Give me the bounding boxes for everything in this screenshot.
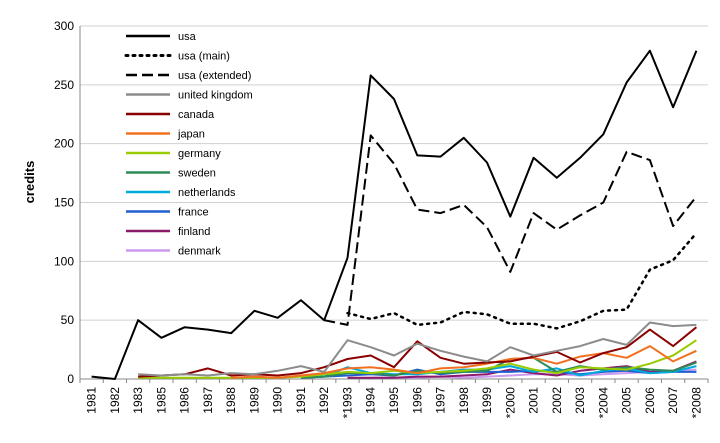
legend-label: denmark	[178, 246, 221, 258]
y-tick-label: 0	[67, 372, 74, 386]
x-tick-labels: 1981 1982 1983 1985 1986 1987 1988 1989 1990 1991…	[85, 387, 704, 419]
x-tick-label: 1991	[294, 387, 308, 414]
gridlines	[80, 25, 708, 321]
legend-label: usa (extended)	[178, 70, 251, 82]
series-line-united-kingdom	[138, 321, 697, 377]
x-tick-label: 2001	[527, 387, 541, 414]
x-tick-label: 2005	[620, 387, 634, 414]
y-tick-label: 200	[54, 137, 74, 151]
x-tick-label: 1990	[271, 387, 285, 414]
y-tick-labels: 0 50 100 150 200 250 300	[54, 19, 74, 386]
y-axis-label: credits	[22, 161, 37, 204]
series-line-japan	[231, 345, 697, 379]
series-lines	[91, 49, 698, 380]
legend: usa usa (main) usa (extended) united kingdo…	[124, 31, 253, 258]
x-tick-label: *2004	[596, 387, 610, 419]
y-tick-label: 100	[54, 254, 74, 268]
x-tick-label: 1983	[131, 387, 145, 414]
legend-label: netherlands	[178, 187, 236, 199]
series-line-france	[300, 368, 697, 379]
x-tick-label: 1994	[364, 387, 378, 414]
y-tick-label: 300	[54, 19, 74, 33]
legend-label: france	[178, 207, 209, 219]
x-tick-label: 1989	[247, 387, 261, 414]
x-tick-label: 1998	[457, 387, 471, 414]
legend-label: sweden	[178, 168, 216, 180]
legend-label: canada	[178, 109, 215, 121]
series-line-usa	[91, 49, 698, 380]
x-tick-label: 1981	[85, 387, 99, 414]
legend-label: usa	[178, 31, 197, 43]
x-tick-label: *2008	[689, 387, 703, 419]
x-tick-label: 2007	[666, 387, 680, 414]
legend-label: usa (main)	[178, 51, 230, 63]
series-line-usa-main-	[346, 231, 698, 330]
y-tick-label: 250	[54, 78, 74, 92]
y-tick-label: 50	[61, 313, 75, 327]
axes	[79, 26, 709, 383]
series-line-usa-extended-	[324, 134, 698, 326]
legend-label: japan	[177, 129, 205, 141]
x-tick-label: 2006	[643, 387, 657, 414]
x-tick-label: 1987	[201, 387, 215, 414]
legend-label: finland	[178, 226, 210, 238]
x-tick-label: 1982	[108, 387, 122, 414]
x-tick-label: 1997	[434, 387, 448, 414]
x-tick-label: 1992	[317, 387, 331, 414]
x-tick-label: *1993	[340, 387, 354, 419]
x-tick-label: 1996	[410, 387, 424, 414]
x-tick-label: 1985	[154, 387, 168, 414]
y-tick-label: 150	[54, 196, 74, 210]
x-tick-label: 1988	[224, 387, 238, 414]
x-tick-label: 1999	[480, 387, 494, 414]
x-tick-label: 1995	[387, 387, 401, 414]
x-tick-label: 1986	[178, 387, 192, 414]
legend-label: united kingdom	[178, 90, 253, 102]
x-tick-label: 2003	[573, 387, 587, 414]
x-tick-label: 2002	[550, 387, 564, 414]
series-line-canada	[138, 326, 698, 378]
x-tick-label: *2000	[503, 387, 517, 419]
legend-label: germany	[178, 148, 221, 160]
